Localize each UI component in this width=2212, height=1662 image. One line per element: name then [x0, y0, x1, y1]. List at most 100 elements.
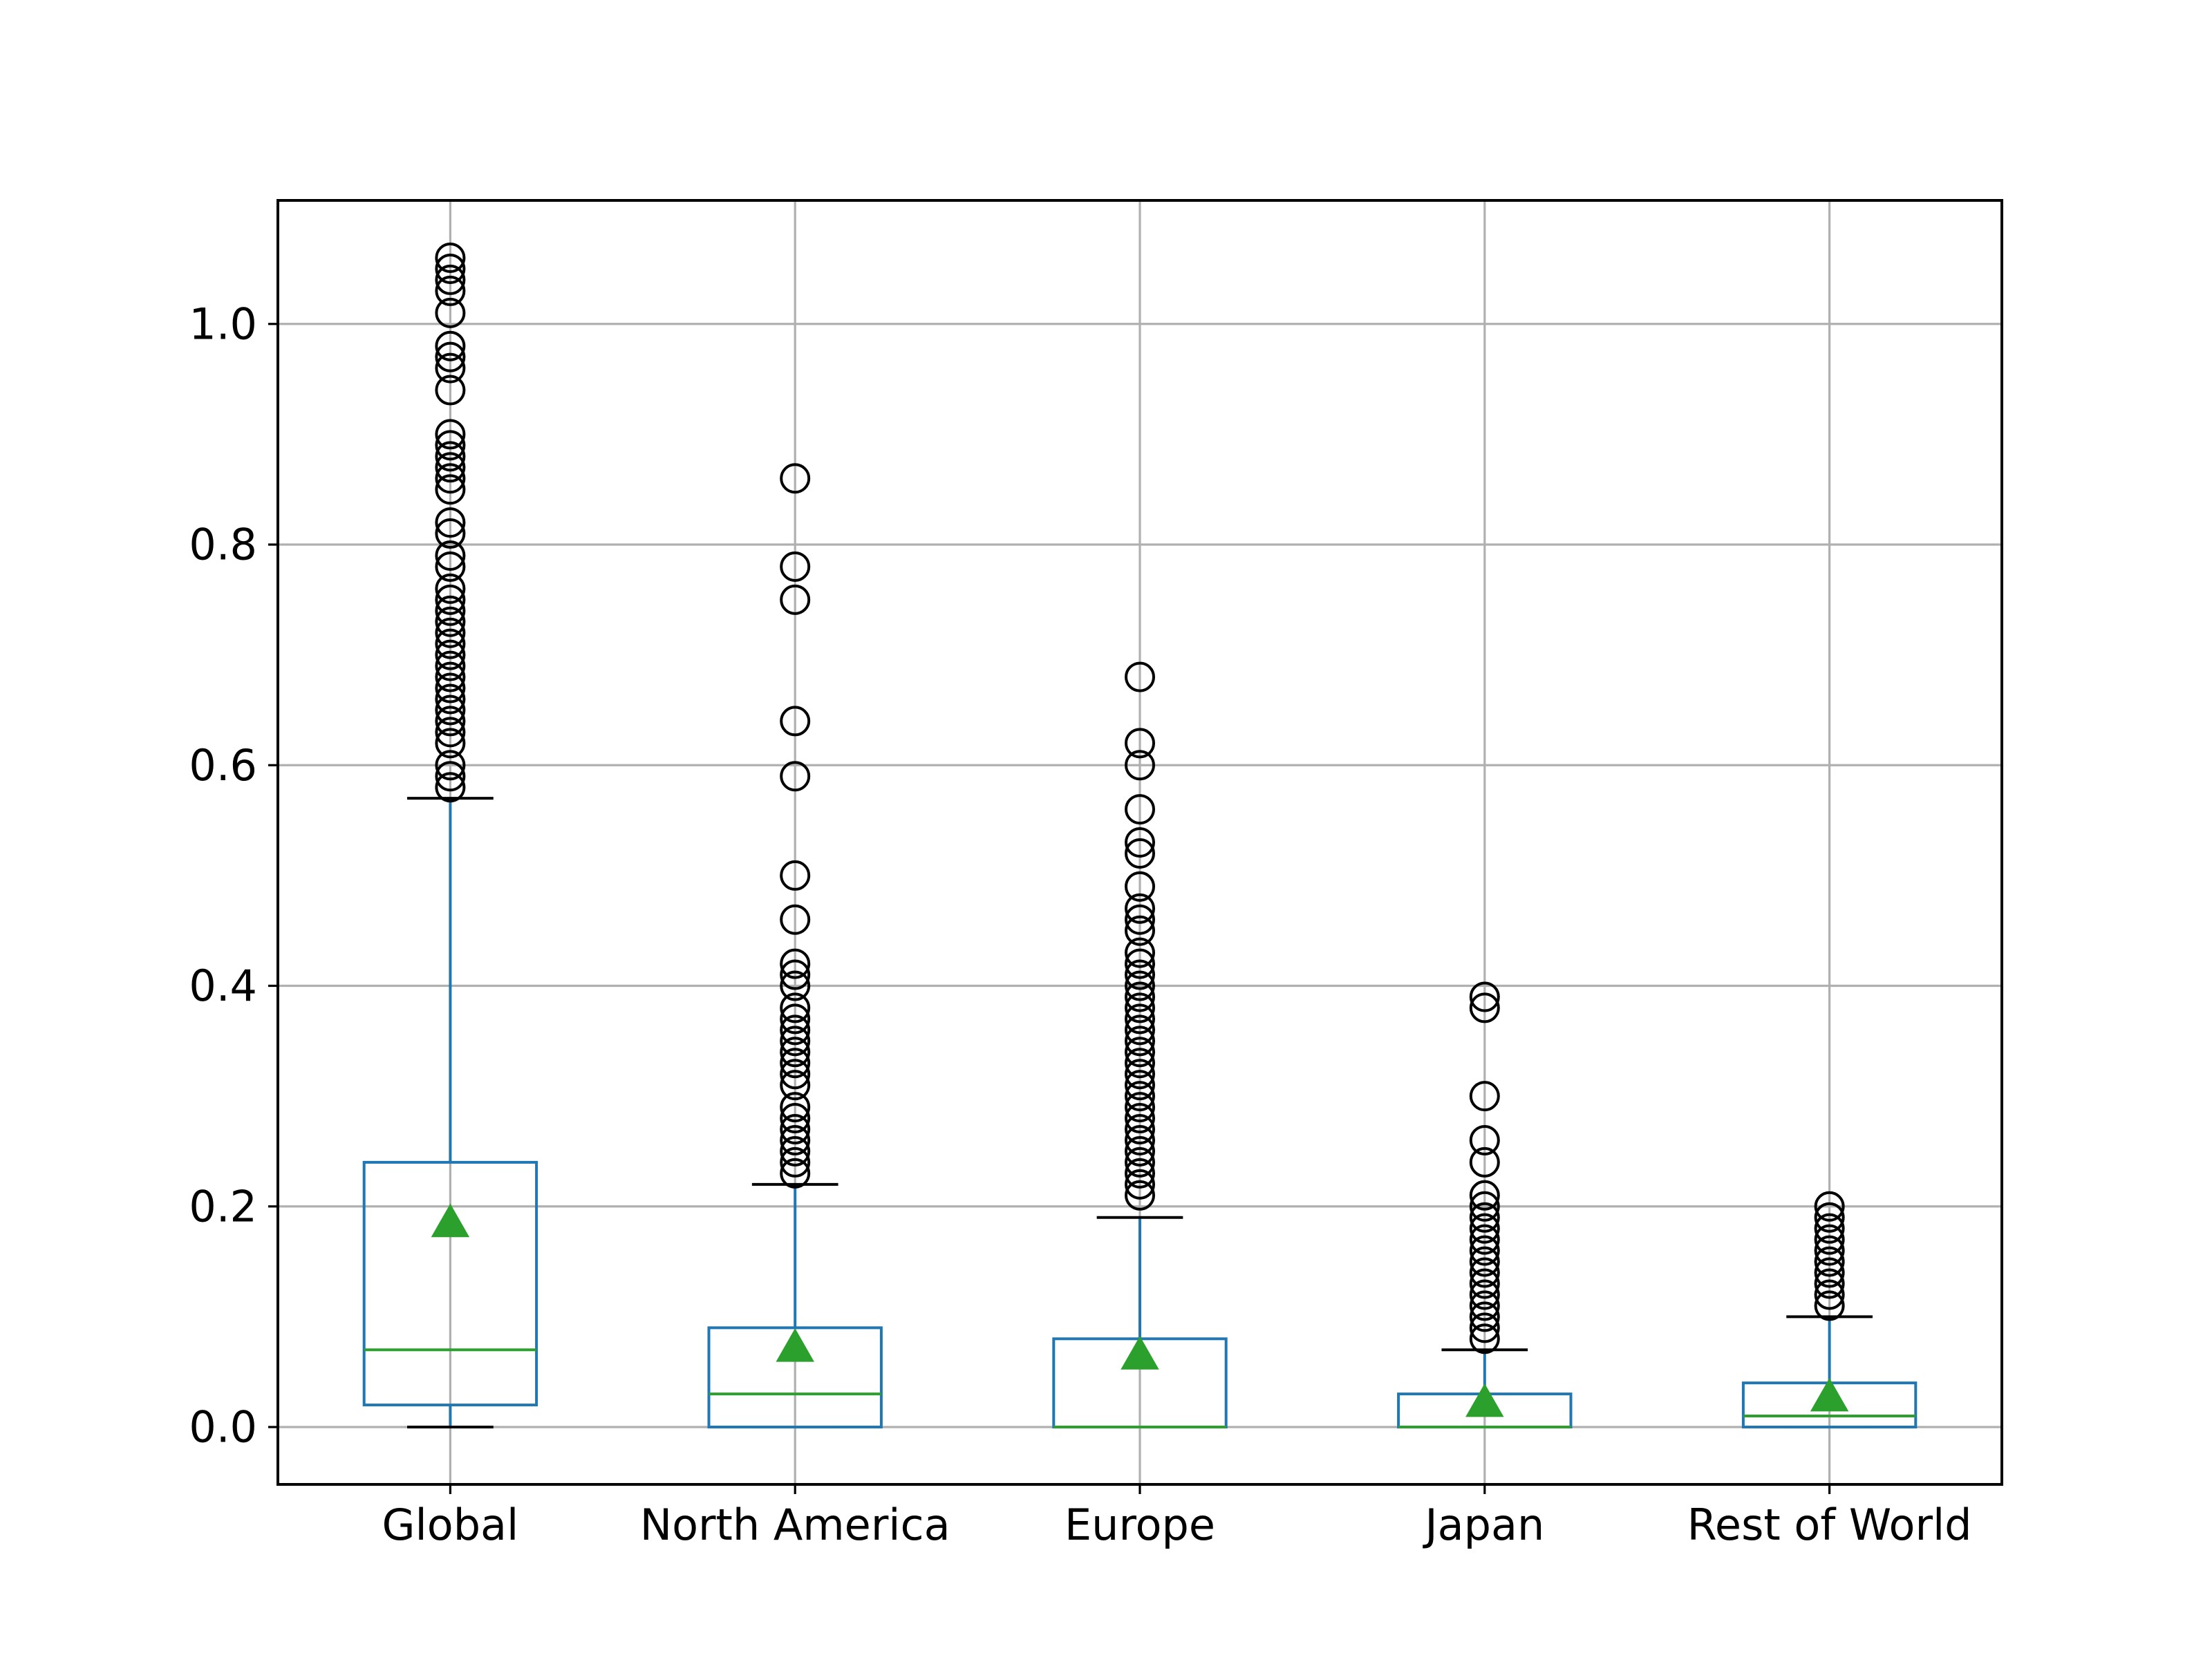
outlier-point	[1469, 1323, 1500, 1354]
outlier-point	[435, 540, 466, 571]
outlier-point	[435, 275, 466, 306]
x-tick-label: Europe	[1065, 1500, 1215, 1550]
outlier-point	[1469, 1235, 1500, 1266]
outlier-point	[1125, 838, 1155, 869]
outlier-point	[435, 772, 466, 803]
mean-marker	[1465, 1383, 1504, 1417]
outlier-point	[435, 750, 466, 781]
outlier-point	[780, 761, 811, 792]
mean-marker	[431, 1203, 470, 1238]
outlier-point	[435, 518, 466, 549]
outlier-point	[1125, 1070, 1155, 1101]
outlier-point	[1125, 1092, 1155, 1123]
outlier-point	[435, 297, 466, 328]
outlier-point	[435, 672, 466, 703]
outlier-point	[1814, 1191, 1845, 1222]
box-group	[362, 797, 538, 1428]
outlier-point	[780, 948, 811, 979]
x-tick-label: North America	[640, 1500, 950, 1550]
outlier-point	[1125, 1026, 1155, 1057]
outlier-point	[1125, 1169, 1155, 1200]
outlier-point	[1125, 1003, 1155, 1035]
outlier-point	[1814, 1290, 1845, 1321]
outlier-point	[1469, 992, 1500, 1023]
outlier-point	[1814, 1279, 1845, 1310]
outlier-point	[435, 595, 466, 626]
outlier-point	[1125, 1114, 1155, 1145]
outlier-point	[1125, 937, 1155, 968]
outlier-point	[780, 1026, 811, 1057]
outlier-point	[1125, 981, 1155, 1012]
outlier-point	[435, 430, 466, 461]
iqr-box	[362, 1160, 538, 1407]
x-tick-label: Rest of World	[1687, 1500, 1972, 1550]
x-tick-label: Japan	[1422, 1500, 1544, 1550]
outlier-point	[1125, 970, 1155, 1001]
outlier-point	[435, 628, 466, 659]
outlier-point	[435, 761, 466, 792]
outlier-point	[1469, 1224, 1500, 1255]
flier-layer	[435, 243, 1845, 1354]
outlier-point	[780, 463, 811, 494]
outlier-point	[1469, 1081, 1500, 1112]
outlier-point	[780, 970, 811, 1001]
outlier-point	[435, 695, 466, 726]
box-group	[1397, 1348, 1573, 1428]
outlier-point	[435, 243, 466, 274]
mean-marker	[1121, 1336, 1159, 1370]
x-tick-label: Global	[382, 1500, 519, 1550]
outlier-point	[1125, 1037, 1155, 1068]
outlier-point	[435, 253, 466, 284]
outlier-point	[780, 959, 811, 990]
outlier-point	[1469, 1268, 1500, 1299]
outlier-point	[780, 1158, 811, 1189]
outlier-point	[1469, 981, 1500, 1012]
outlier-point	[1814, 1235, 1845, 1266]
y-tick-label: 0.6	[189, 740, 257, 791]
outlier-point	[780, 706, 811, 737]
outlier-point	[1814, 1246, 1845, 1277]
outlier-point	[435, 606, 466, 637]
mean-marker	[1810, 1377, 1849, 1412]
outlier-point	[1125, 661, 1155, 692]
outlier-point	[1125, 1014, 1155, 1046]
outlier-point	[435, 452, 466, 483]
outlier-point	[780, 1114, 811, 1145]
outlier-point	[435, 341, 466, 372]
outlier-point	[435, 375, 466, 406]
outlier-point	[780, 1124, 811, 1155]
outlier-point	[1469, 1180, 1500, 1211]
outlier-point	[1125, 1103, 1155, 1134]
outlier-point	[1125, 728, 1155, 759]
outlier-point	[780, 1048, 811, 1079]
outlier-point	[1469, 1191, 1500, 1222]
outlier-point	[1125, 893, 1155, 924]
outlier-point	[1125, 750, 1155, 781]
mean-marker	[776, 1328, 814, 1362]
outlier-point	[1469, 1124, 1500, 1155]
outlier-point	[780, 1146, 811, 1178]
outlier-point	[780, 860, 811, 891]
outlier-point	[435, 330, 466, 361]
outlier-point	[1125, 959, 1155, 990]
outlier-point	[435, 352, 466, 384]
outlier-point	[1125, 871, 1155, 902]
y-tick-label: 0.2	[189, 1181, 257, 1231]
outlier-point	[435, 474, 466, 505]
outlier-point	[780, 1003, 811, 1035]
outlier-point	[1125, 827, 1155, 858]
outlier-point	[435, 463, 466, 494]
outlier-point	[1125, 904, 1155, 935]
outlier-point	[1469, 1301, 1500, 1332]
outlier-point	[435, 728, 466, 759]
outlier-point	[780, 1070, 811, 1101]
y-tick-label: 0.8	[189, 520, 257, 570]
outlier-point	[780, 904, 811, 935]
outlier-point	[1125, 1158, 1155, 1189]
outlier-point	[1125, 1048, 1155, 1079]
outlier-point	[435, 419, 466, 450]
outlier-point	[435, 584, 466, 615]
outlier-point	[1814, 1224, 1845, 1255]
